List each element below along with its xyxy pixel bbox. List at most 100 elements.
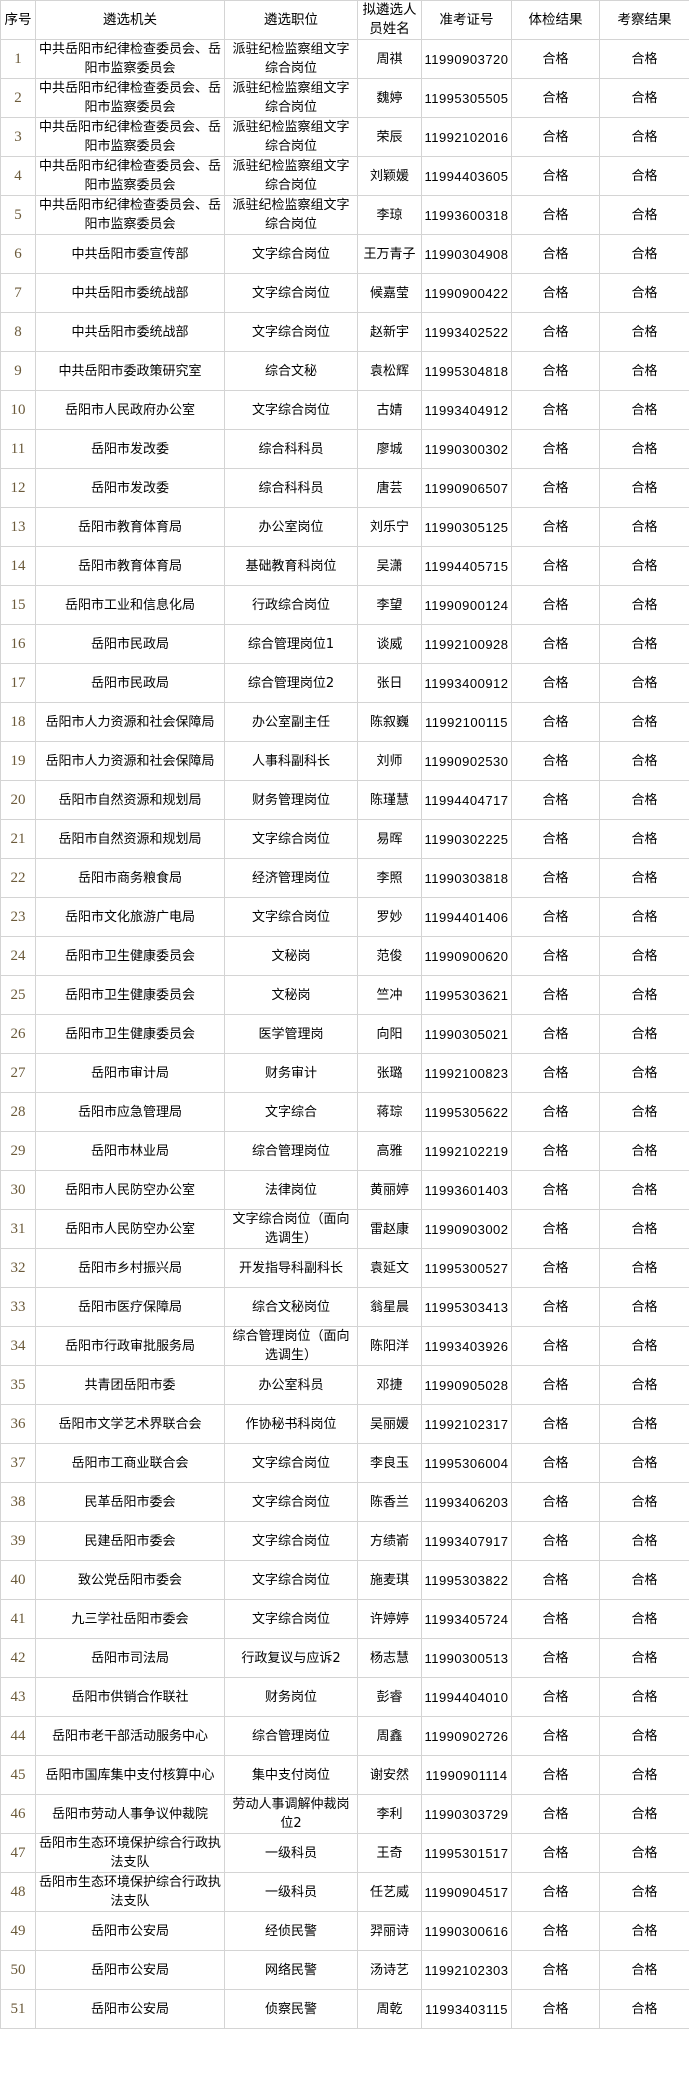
cell-org: 岳阳市工商业联合会 — [35, 1443, 225, 1483]
cell-exam-id: 11990901114 — [421, 1755, 512, 1795]
cell-org: 岳阳市人力资源和社会保障局 — [35, 741, 225, 781]
cell-name: 周乾 — [357, 1989, 422, 2029]
cell-exam-id: 11992102016 — [421, 117, 512, 157]
cell-physical-result: 合格 — [511, 1872, 600, 1912]
cell-physical-result: 合格 — [511, 156, 600, 196]
cell-name: 竺冲 — [357, 975, 422, 1015]
cell-no: 51 — [0, 1989, 36, 2029]
cell-inspection-result: 合格 — [599, 1989, 689, 2029]
cell-exam-id: 11992100928 — [421, 624, 512, 664]
cell-physical-result: 合格 — [511, 1404, 600, 1444]
cell-exam-id: 11990906507 — [421, 468, 512, 508]
cell-inspection-result: 合格 — [599, 1170, 689, 1210]
header-row: 序号 遴选机关 遴选职位 拟遴选人员姓名 准考证号 体检结果 考察结果 — [0, 0, 689, 40]
table-row: 22 岳阳市商务粮食局 经济管理岗位 李照 11990303818 合格 合格 — [0, 858, 689, 898]
cell-position: 文秘岗 — [224, 936, 358, 976]
table-row: 34 岳阳市行政审批服务局 综合管理岗位（面向选调生） 陈阳洋 11993403926 合… — [0, 1326, 689, 1366]
cell-org: 岳阳市人民政府办公室 — [35, 390, 225, 430]
cell-inspection-result: 合格 — [599, 858, 689, 898]
cell-org: 岳阳市公安局 — [35, 1911, 225, 1951]
cell-physical-result: 合格 — [511, 1287, 600, 1327]
table-row: 32 岳阳市乡村振兴局 开发指导科副科长 袁延文 11995300527 合格 合格 — [0, 1248, 689, 1288]
cell-inspection-result: 合格 — [599, 975, 689, 1015]
cell-no: 38 — [0, 1482, 36, 1522]
table-row: 30 岳阳市人民防空办公室 法律岗位 黄丽婷 11993601403 合格 合格 — [0, 1170, 689, 1210]
table-row: 12 岳阳市发改委 综合科科员 唐芸 11990906507 合格 合格 — [0, 468, 689, 508]
cell-no: 22 — [0, 858, 36, 898]
cell-no: 8 — [0, 312, 36, 352]
cell-exam-id: 11990900620 — [421, 936, 512, 976]
cell-no: 15 — [0, 585, 36, 625]
table-row: 31 岳阳市人民防空办公室 文字综合岗位（面向选调生） 雷赵康 11990903002 合… — [0, 1209, 689, 1249]
cell-name: 陈阳洋 — [357, 1326, 422, 1366]
cell-org: 中共岳阳市委宣传部 — [35, 234, 225, 274]
cell-position: 文字综合岗位 — [224, 1521, 358, 1561]
cell-physical-result: 合格 — [511, 858, 600, 898]
cell-org: 共青团岳阳市委 — [35, 1365, 225, 1405]
cell-physical-result: 合格 — [511, 39, 600, 79]
table-row: 10 岳阳市人民政府办公室 文字综合岗位 古婧 11993404912 合格 合格 — [0, 390, 689, 430]
cell-org: 中共岳阳市纪律检查委员会、岳阳市监察委员会 — [35, 195, 225, 235]
cell-name: 范俊 — [357, 936, 422, 976]
cell-no: 42 — [0, 1638, 36, 1678]
table-row: 47 岳阳市生态环境保护综合行政执法支队 一级科员 王奇 11995301517 合格 合格 — [0, 1833, 689, 1873]
cell-name: 周祺 — [357, 39, 422, 79]
table-row: 27 岳阳市审计局 财务审计 张璐 11992100823 合格 合格 — [0, 1053, 689, 1093]
cell-physical-result: 合格 — [511, 1638, 600, 1678]
cell-physical-result: 合格 — [511, 780, 600, 820]
cell-name: 雷赵康 — [357, 1209, 422, 1249]
cell-name: 周鑫 — [357, 1716, 422, 1756]
cell-position: 财务管理岗位 — [224, 780, 358, 820]
cell-inspection-result: 合格 — [599, 1716, 689, 1756]
cell-exam-id: 11992102303 — [421, 1950, 512, 1990]
cell-physical-result: 合格 — [511, 1521, 600, 1561]
cell-name: 张璐 — [357, 1053, 422, 1093]
cell-org: 中共岳阳市纪律检查委员会、岳阳市监察委员会 — [35, 156, 225, 196]
cell-inspection-result: 合格 — [599, 819, 689, 859]
cell-no: 36 — [0, 1404, 36, 1444]
table-row: 21 岳阳市自然资源和规划局 文字综合岗位 易晖 11990302225 合格 合格 — [0, 819, 689, 859]
cell-no: 17 — [0, 663, 36, 703]
cell-no: 43 — [0, 1677, 36, 1717]
cell-exam-id: 11990300513 — [421, 1638, 512, 1678]
cell-org: 岳阳市老干部活动服务中心 — [35, 1716, 225, 1756]
cell-physical-result: 合格 — [511, 1209, 600, 1249]
table-row: 19 岳阳市人力资源和社会保障局 人事科副科长 刘师 11990902530 合格 合格 — [0, 741, 689, 781]
table-row: 4 中共岳阳市纪律检查委员会、岳阳市监察委员会 派驻纪检监察组文字综合岗位 刘颖媛 11… — [0, 156, 689, 196]
cell-physical-result: 合格 — [511, 234, 600, 274]
cell-name: 陈香兰 — [357, 1482, 422, 1522]
cell-name: 向阳 — [357, 1014, 422, 1054]
cell-inspection-result: 合格 — [599, 1638, 689, 1678]
cell-physical-result: 合格 — [511, 312, 600, 352]
cell-org: 岳阳市教育体育局 — [35, 507, 225, 547]
cell-no: 12 — [0, 468, 36, 508]
cell-no: 2 — [0, 78, 36, 118]
cell-org: 岳阳市行政审批服务局 — [35, 1326, 225, 1366]
cell-no: 46 — [0, 1794, 36, 1834]
cell-position: 文秘岗 — [224, 975, 358, 1015]
cell-inspection-result: 合格 — [599, 1677, 689, 1717]
cell-no: 33 — [0, 1287, 36, 1327]
cell-position: 行政复议与应诉2 — [224, 1638, 358, 1678]
cell-inspection-result: 合格 — [599, 156, 689, 196]
cell-org: 岳阳市国库集中支付核算中心 — [35, 1755, 225, 1795]
cell-exam-id: 11992102219 — [421, 1131, 512, 1171]
cell-physical-result: 合格 — [511, 897, 600, 937]
cell-name: 黄丽婷 — [357, 1170, 422, 1210]
cell-position: 综合管理岗位 — [224, 1716, 358, 1756]
cell-physical-result: 合格 — [511, 78, 600, 118]
cell-position: 文字综合 — [224, 1092, 358, 1132]
cell-org: 岳阳市文化旅游广电局 — [35, 897, 225, 937]
header-exam-id: 准考证号 — [421, 0, 512, 40]
table-row: 3 中共岳阳市纪律检查委员会、岳阳市监察委员会 派驻纪检监察组文字综合岗位 荣辰 119… — [0, 117, 689, 157]
cell-physical-result: 合格 — [511, 468, 600, 508]
cell-physical-result: 合格 — [511, 1911, 600, 1951]
cell-name: 邓捷 — [357, 1365, 422, 1405]
cell-exam-id: 11990303729 — [421, 1794, 512, 1834]
cell-inspection-result: 合格 — [599, 1833, 689, 1873]
table-row: 7 中共岳阳市委统战部 文字综合岗位 候嘉莹 11990900422 合格 合格 — [0, 273, 689, 313]
cell-physical-result: 合格 — [511, 351, 600, 391]
cell-inspection-result: 合格 — [599, 1131, 689, 1171]
cell-inspection-result: 合格 — [599, 1014, 689, 1054]
cell-position: 文字综合岗位（面向选调生） — [224, 1209, 358, 1249]
